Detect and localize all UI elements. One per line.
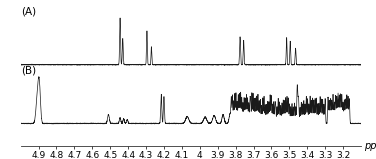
Text: (A): (A) bbox=[21, 7, 36, 17]
Text: ppm: ppm bbox=[364, 141, 376, 151]
Text: (B): (B) bbox=[21, 65, 36, 75]
